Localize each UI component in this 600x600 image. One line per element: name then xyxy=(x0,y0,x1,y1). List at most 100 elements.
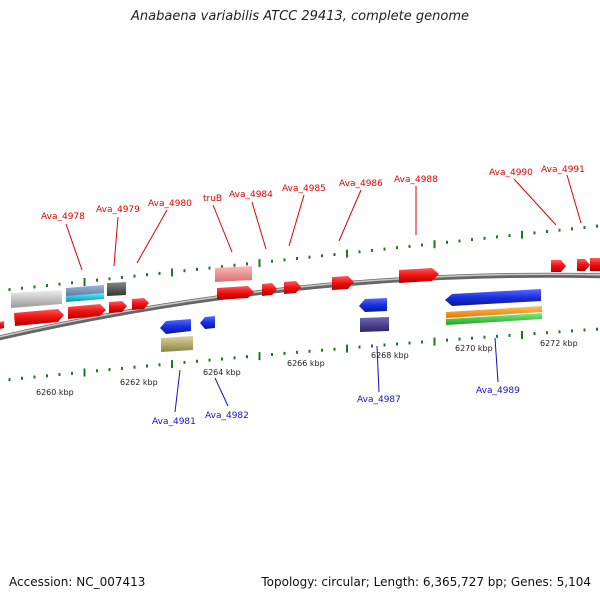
leader-line xyxy=(136,209,168,264)
major-tick xyxy=(433,240,436,249)
minor-tick xyxy=(108,368,111,372)
minor-tick xyxy=(121,366,123,370)
minor-tick xyxy=(221,357,223,361)
minor-tick xyxy=(533,231,536,235)
minor-tick xyxy=(383,247,386,251)
minor-tick xyxy=(183,360,186,364)
kbp-tick-label: 6266 kbp xyxy=(287,359,325,368)
kbp-scale-labels: 6260 kbp 6262 kbp 6264 kbp 6266 kbp 6268… xyxy=(36,339,578,397)
gene-arrow-forward xyxy=(109,301,127,313)
gene-label-ava-4988[interactable]: Ava_4988 xyxy=(394,175,438,185)
leader-line xyxy=(513,178,557,226)
gene-label-ava-4978[interactable]: Ava_4978 xyxy=(41,212,85,222)
forward-tick-row xyxy=(8,224,598,292)
leader-line xyxy=(338,189,362,242)
minor-tick xyxy=(571,329,573,333)
gene-label-ava-4991[interactable]: Ava_4991 xyxy=(541,165,585,175)
gene-label-ava-4989[interactable]: Ava_4989 xyxy=(476,386,520,396)
minor-tick xyxy=(508,234,511,238)
minor-tick xyxy=(446,338,448,342)
leader-line xyxy=(214,377,229,407)
minor-tick xyxy=(46,284,48,287)
kbp-tick-label: 6264 kbp xyxy=(203,368,241,377)
major-tick xyxy=(171,360,173,369)
minor-tick xyxy=(121,275,123,279)
label-leader-lines xyxy=(65,174,582,413)
gene-arrow-forward xyxy=(590,258,600,271)
gene-arrow-forward xyxy=(577,259,590,271)
minor-tick xyxy=(233,356,236,360)
minor-tick xyxy=(146,273,148,277)
gene-arrow-forward xyxy=(262,283,277,296)
gene-label-ava-4986[interactable]: Ava_4986 xyxy=(339,179,383,189)
gene-arrow-forward xyxy=(14,309,64,326)
minor-tick xyxy=(371,344,373,348)
minor-tick xyxy=(321,348,323,352)
minor-tick xyxy=(408,341,411,345)
minor-tick xyxy=(333,253,336,256)
gene-label-ava-4985[interactable]: Ava_4985 xyxy=(282,184,326,194)
gene-label-ava-4984[interactable]: Ava_4984 xyxy=(229,190,273,200)
minor-tick xyxy=(471,336,473,340)
minor-tick xyxy=(496,334,498,338)
genome-summary-text: Topology: circular; Length: 6,365,727 bp… xyxy=(261,575,591,589)
accession-text: Accession: NC_007413 xyxy=(9,575,146,589)
minor-tick xyxy=(96,369,98,373)
minor-tick xyxy=(308,255,311,259)
minor-tick xyxy=(233,263,236,267)
gene-arrow-forward xyxy=(551,260,566,272)
leader-line xyxy=(65,223,83,271)
minor-tick xyxy=(596,327,598,331)
minor-tick xyxy=(483,236,486,240)
minor-tick xyxy=(383,343,386,347)
minor-tick xyxy=(58,282,61,286)
gene-label-ava-4990[interactable]: Ava_4990 xyxy=(489,168,533,178)
leader-line xyxy=(251,201,267,250)
gene-arrow-forward xyxy=(399,268,439,283)
minor-tick xyxy=(396,246,398,250)
minor-tick xyxy=(133,365,136,369)
gene-label-ava-4981[interactable]: Ava_4981 xyxy=(152,417,196,427)
minor-tick xyxy=(33,285,36,289)
minor-tick xyxy=(271,259,273,263)
minor-tick xyxy=(371,248,373,252)
major-tick xyxy=(83,278,86,286)
leader-line xyxy=(566,174,582,224)
gene-box-pink xyxy=(215,266,252,282)
minor-tick xyxy=(133,274,136,278)
leader-line xyxy=(174,369,181,413)
minor-tick xyxy=(546,331,548,335)
minor-tick xyxy=(583,328,586,332)
minor-tick xyxy=(408,244,411,248)
gene-arrow-forward xyxy=(68,304,106,319)
gene-label-ava-4982[interactable]: Ava_4982 xyxy=(205,411,249,421)
minor-tick xyxy=(71,371,73,375)
gene-arrow-reverse xyxy=(200,316,215,329)
major-tick xyxy=(258,352,261,361)
minor-tick xyxy=(508,333,511,337)
minor-tick xyxy=(221,265,223,269)
major-tick xyxy=(83,368,86,377)
minor-tick xyxy=(208,266,211,270)
gene-box-cyan xyxy=(66,293,104,302)
minor-tick xyxy=(283,351,286,355)
minor-tick xyxy=(583,226,586,229)
minor-tick xyxy=(246,355,248,359)
major-tick xyxy=(433,337,436,346)
gene-label-ava-4979[interactable]: Ava_4979 xyxy=(96,205,140,215)
minor-tick xyxy=(571,227,573,231)
minor-tick xyxy=(546,230,548,233)
minor-tick xyxy=(446,240,448,244)
minor-tick xyxy=(71,281,73,285)
gene-label-ava-4987[interactable]: Ava_4987 xyxy=(357,395,401,405)
major-tick xyxy=(521,230,523,239)
gene-arrow-reverse xyxy=(359,298,387,312)
minor-tick xyxy=(471,238,473,242)
gene-box-purple xyxy=(360,317,389,332)
major-tick xyxy=(171,268,173,277)
kbp-tick-label: 6262 kbp xyxy=(120,378,158,387)
gene-label-trub[interactable]: truB xyxy=(203,194,222,204)
gene-label-ava-4980[interactable]: Ava_4980 xyxy=(148,199,192,209)
